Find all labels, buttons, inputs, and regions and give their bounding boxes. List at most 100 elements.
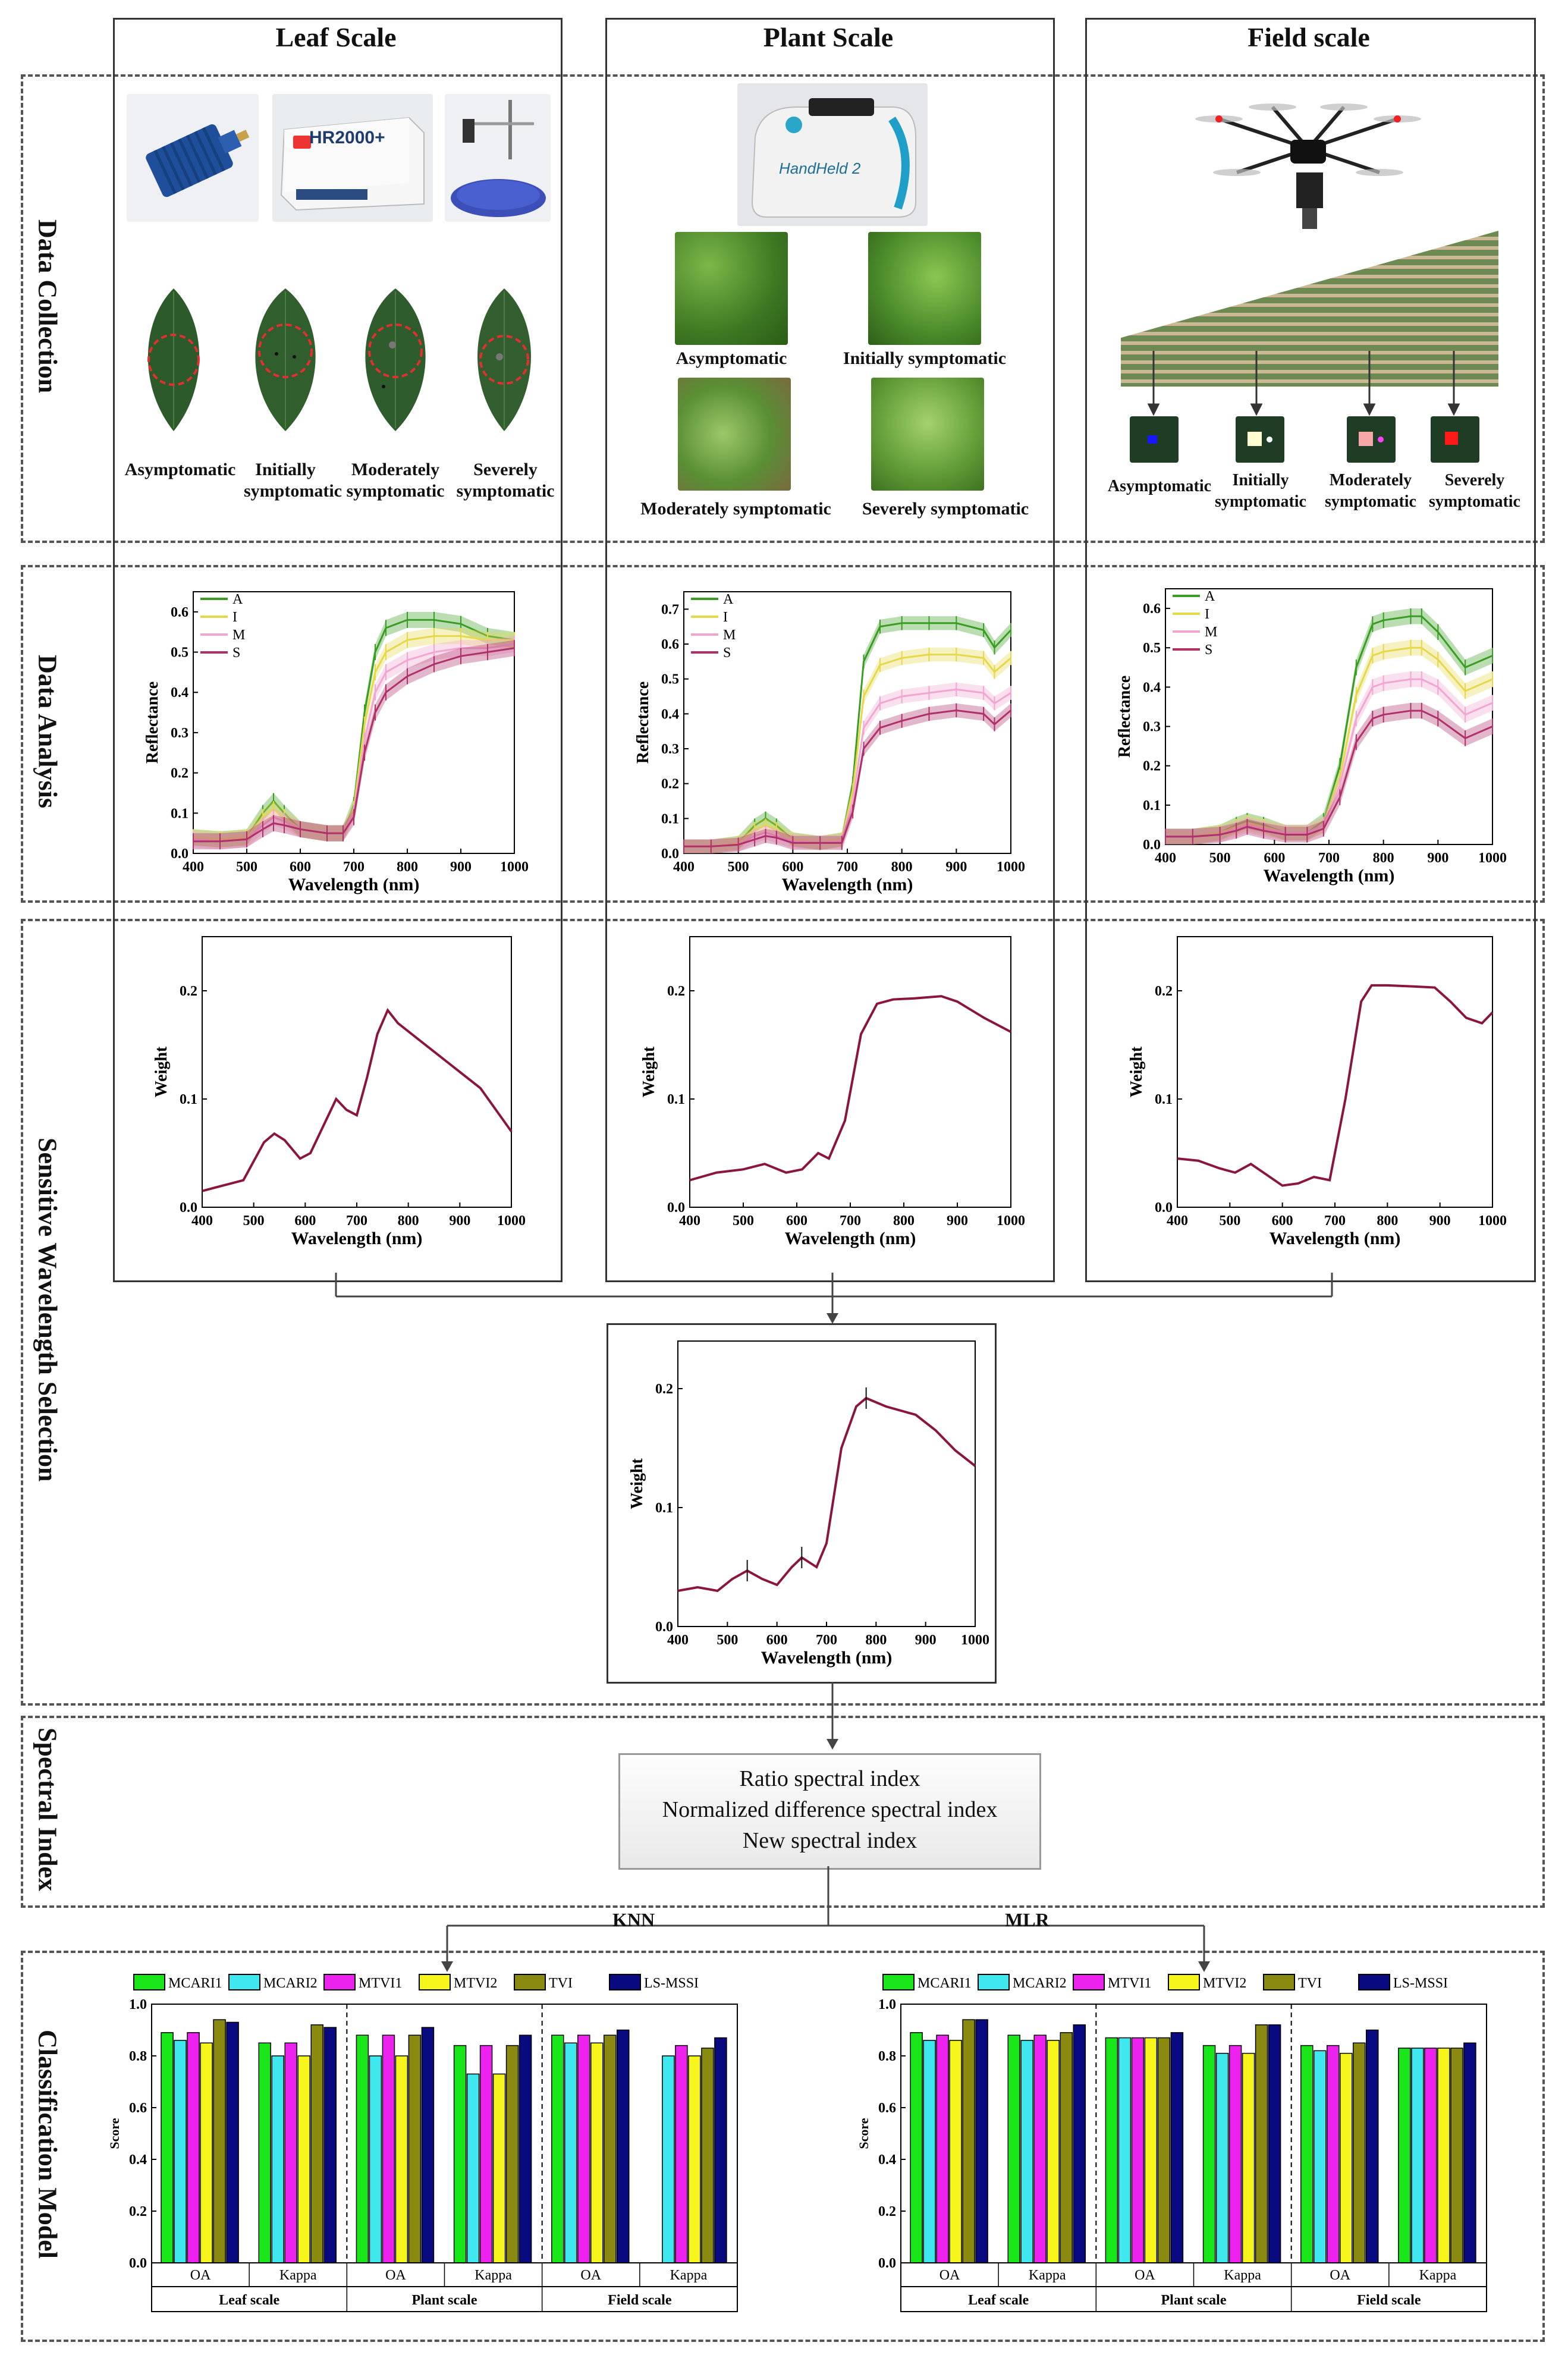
x-tick-label: 500 <box>1219 1213 1240 1229</box>
weight-line <box>677 1396 976 1593</box>
plot-frame <box>689 936 1011 1208</box>
model-label-knn: KNN <box>612 1909 655 1930</box>
category-label: Kappa <box>1224 2268 1261 2283</box>
bar-TVI <box>213 2019 226 2263</box>
x-tick-label: 800 <box>398 1213 419 1229</box>
series-line-I <box>684 654 1011 847</box>
bar-LS-MSSI <box>519 2034 532 2263</box>
category-label: OA <box>1330 2268 1350 2283</box>
bar-LS-MSSI <box>226 2021 239 2263</box>
stage-box-sensitive-wavelength <box>21 919 1545 1706</box>
legend-label-LS-MSSI: LS-MSSI <box>1393 1976 1448 1991</box>
y-tick-label: 0.5 <box>171 645 188 661</box>
y-tick-label: 0.0 <box>180 1200 197 1216</box>
legend-label-S: S <box>232 645 240 661</box>
y-tick-label: 0.2 <box>1155 984 1173 999</box>
bar-MTVI1 <box>936 2034 949 2263</box>
series-line-M <box>193 643 515 843</box>
series-line-M <box>684 688 1011 847</box>
bar-LS-MSSI <box>1073 2024 1086 2263</box>
x-axis-label: Wavelength (nm) <box>785 1229 916 1248</box>
field-sample-initially <box>1236 416 1284 463</box>
y-tick-label: 0.0 <box>129 2256 147 2271</box>
y-axis-label: Weight <box>640 1046 658 1097</box>
bar-MCARI2 <box>271 2055 284 2263</box>
bar-MCARI2 <box>1314 2050 1327 2263</box>
bar-MCARI2 <box>174 2040 187 2263</box>
x-tick-label: 1000 <box>997 859 1025 875</box>
bar-MCARI2 <box>1215 2052 1229 2263</box>
group-label: Field scale <box>1357 2293 1421 2308</box>
x-tick-label: 1000 <box>1478 1213 1507 1229</box>
y-tick-label: 0.1 <box>1143 798 1161 814</box>
x-tick-label: 1000 <box>497 1213 526 1229</box>
y-tick-label: 0.2 <box>667 984 685 999</box>
legend-swatch-MTVI2 <box>1168 1974 1200 1990</box>
y-tick-label: 0.4 <box>129 2152 147 2168</box>
category-label: Kappa <box>279 2268 317 2283</box>
bar-LS-MSSI <box>323 2027 337 2263</box>
x-tick-label: 800 <box>1373 850 1394 866</box>
bar-MCARI2 <box>466 2073 480 2263</box>
category-label: OA <box>939 2268 960 2283</box>
y-tick-label: 0.0 <box>878 2256 896 2271</box>
plant-photo-severely <box>871 378 984 491</box>
leaf-caption-severely: Severely symptomatic <box>456 460 555 501</box>
legend-label-MTVI1: MTVI1 <box>1108 1976 1151 1991</box>
y-axis-label: Score <box>856 2118 871 2149</box>
plant-photo-asymptomatic <box>675 232 788 345</box>
stage-label-spectral-index: Spectral Index <box>33 1728 62 1891</box>
bar-MCARI2 <box>1411 2048 1424 2263</box>
reflectance-chart-plant: 400 500 600 700 800 900 1000 0.0 0.1 0.2 0.3 0.4 0.5… <box>634 591 1025 894</box>
y-axis-label: Score <box>107 2118 122 2149</box>
category-label: OA <box>385 2268 406 2283</box>
x-tick-label: 800 <box>893 1213 915 1229</box>
x-tick-label: 900 <box>1429 1213 1451 1229</box>
y-tick-label: 0.5 <box>1143 640 1161 656</box>
knn-bar-chart: MCARI1 MCARI2 MTVI1 MTVI2 TVI LS-MSSI 0.0 0.2 0.… <box>107 1974 738 2312</box>
y-tick-label: 0.0 <box>171 846 188 862</box>
legend-label-MCARI2: MCARI2 <box>263 1976 318 1991</box>
weight-line <box>689 995 1011 1182</box>
index-ratio: Ratio spectral index <box>739 1766 920 1791</box>
x-tick-label: 700 <box>816 1632 837 1648</box>
field-caption-moderately: Moderately symptomatic <box>1325 471 1416 511</box>
plot-frame <box>151 2004 738 2263</box>
plant-caption-initially: Initially symptomatic <box>843 348 1007 368</box>
y-tick-label: 0.2 <box>129 2204 147 2219</box>
bar-TVI <box>1157 2037 1171 2263</box>
bar-MTVI2 <box>1437 2048 1450 2263</box>
bar-MCARI1 <box>1202 2045 1216 2263</box>
y-axis-label: Reflectance <box>1115 676 1134 758</box>
group-label: Leaf scale <box>219 2293 279 2308</box>
leaf-photo-initially <box>241 285 330 434</box>
y-tick-label: 0.3 <box>661 742 679 757</box>
bar-MTVI2 <box>688 2055 701 2263</box>
index-normalized: Normalized difference spectral index <box>662 1797 998 1822</box>
legend-label-I: I <box>723 610 728 625</box>
legend-label-M: M <box>232 627 245 643</box>
x-tick-label: 700 <box>343 859 364 875</box>
column-title-plant: Plant Scale <box>763 22 894 52</box>
bar-MTVI2 <box>395 2055 409 2263</box>
bar-TVI <box>408 2034 422 2263</box>
y-tick-label: 0.6 <box>1143 601 1161 617</box>
field-orthomosaic-photo <box>1121 231 1498 387</box>
y-tick-label: 0.5 <box>661 672 679 687</box>
x-tick-label: 1000 <box>997 1213 1025 1229</box>
category-label: OA <box>1135 2268 1155 2283</box>
y-tick-label: 0.2 <box>655 1381 673 1397</box>
bar-MCARI2 <box>1118 2037 1132 2263</box>
legend-swatch-MTVI1 <box>323 1974 356 1990</box>
bar-MCARI1 <box>1398 2048 1411 2263</box>
series-band-A <box>684 616 1011 853</box>
bar-TVI <box>1255 2024 1268 2263</box>
group-label: Field scale <box>608 2293 672 2308</box>
plant-photo-moderately <box>678 378 791 491</box>
y-tick-label: 0.4 <box>1143 680 1161 695</box>
legend-label-I: I <box>232 610 237 625</box>
x-tick-label: 400 <box>183 859 204 875</box>
probe-holder-photo <box>445 94 551 222</box>
x-tick-label: 800 <box>397 859 418 875</box>
bar-TVI <box>962 2019 975 2263</box>
